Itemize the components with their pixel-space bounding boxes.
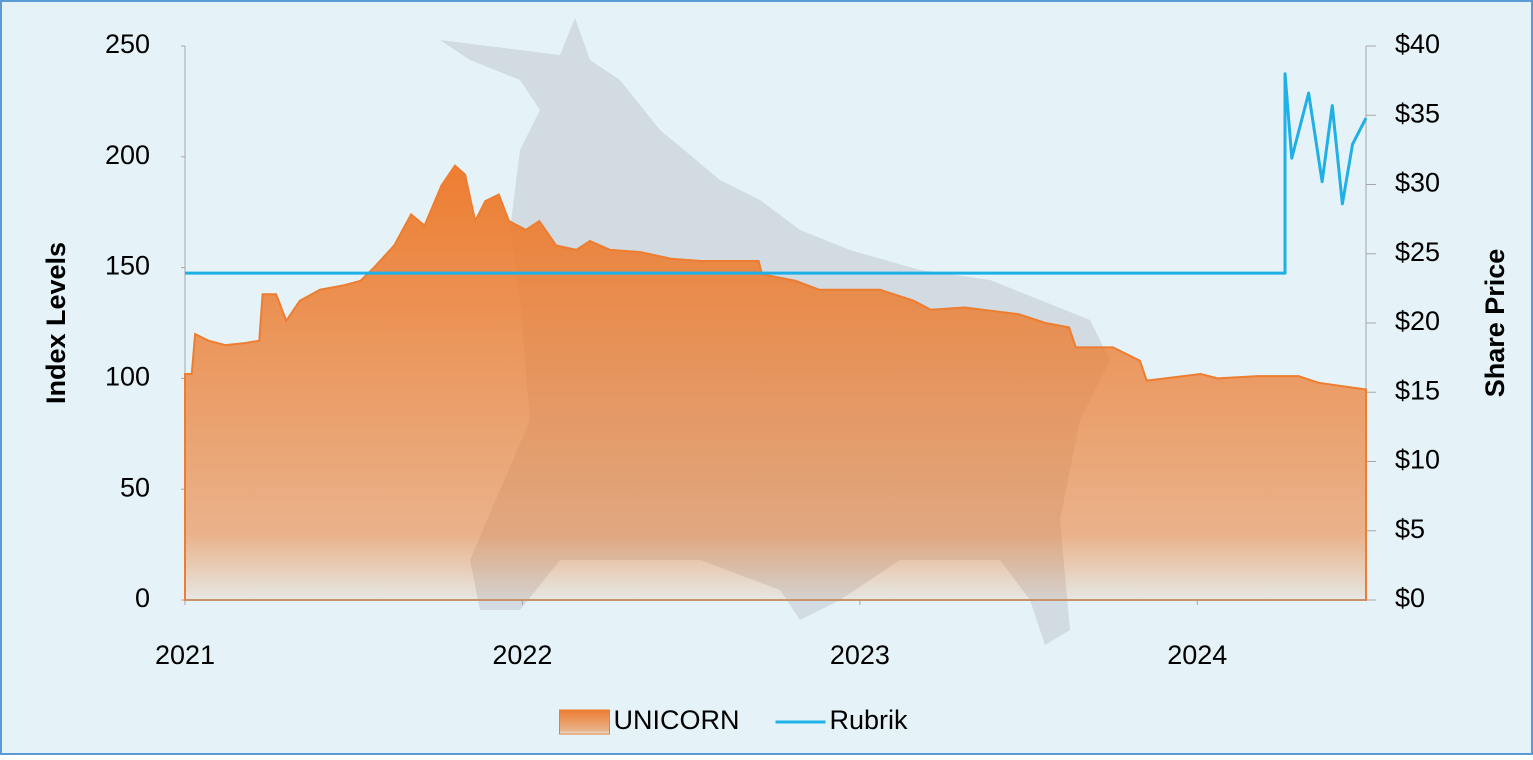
y-tick-label: 200 — [105, 140, 150, 170]
y-tick-label: 0 — [135, 583, 150, 613]
y-axis-title: Index Levels — [41, 242, 71, 404]
x-tick-label: 2022 — [492, 640, 552, 670]
y2-tick-label: $0 — [1395, 583, 1425, 613]
y2-tick-label: $5 — [1395, 514, 1425, 544]
y2-tick-label: $25 — [1395, 237, 1440, 267]
y2-axis-title: Share Price — [1480, 249, 1510, 398]
chart: Index Levels Share Price 0 50 100 150 200 250… — [0, 0, 1533, 755]
x-tick-label: 2024 — [1167, 640, 1227, 670]
legend-label: Rubrik — [830, 705, 909, 735]
y-tick-label: 250 — [105, 29, 150, 59]
y2-tick-label: $30 — [1395, 168, 1440, 198]
y-tick-label: 50 — [120, 472, 150, 502]
legend-swatch — [560, 710, 610, 734]
y2-tick-label: $20 — [1395, 306, 1440, 336]
y2-tick-label: $35 — [1395, 98, 1440, 128]
legend-label: UNICORN — [614, 705, 740, 735]
page: {"chart_data": { "type": "area", "y_labe… — [0, 0, 1533, 755]
y2-tick-label: $15 — [1395, 375, 1440, 405]
y-tick-label: 150 — [105, 251, 150, 281]
y2-tick-label: $10 — [1395, 445, 1440, 475]
x-tick-label: 2023 — [830, 640, 890, 670]
y-tick-label: 100 — [105, 362, 150, 392]
y2-tick-label: $40 — [1395, 29, 1440, 59]
x-tick-label: 2021 — [155, 640, 215, 670]
